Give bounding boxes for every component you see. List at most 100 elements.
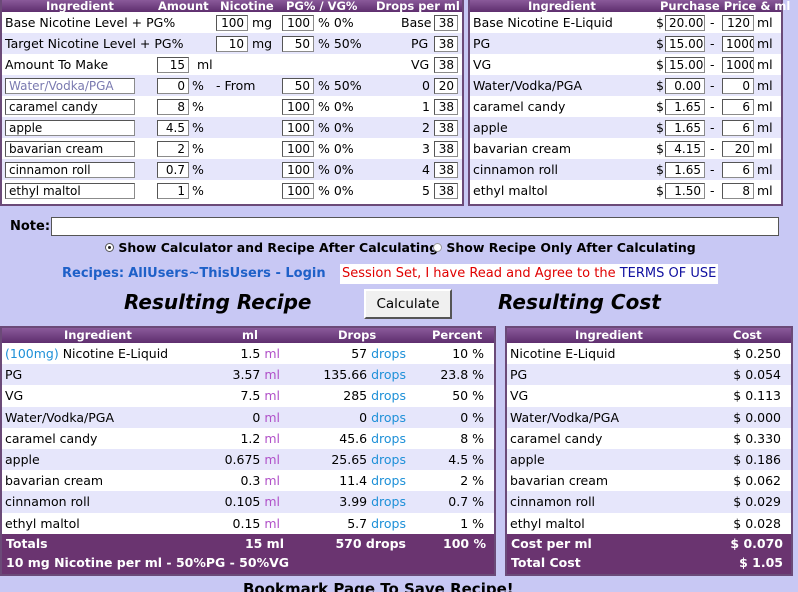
cost-value: $ 0.028 — [733, 515, 781, 531]
ml-unit: ml — [757, 120, 773, 135]
ml-input[interactable]: 120 — [722, 15, 754, 31]
ml-input[interactable]: 20 — [722, 141, 754, 157]
recipe-ingredient-name: ethyl maltol — [5, 515, 80, 531]
flavor-name-input[interactable]: Water/Vodka/PGA — [5, 78, 135, 94]
currency-symbol: $ — [656, 99, 664, 114]
vg-drops-input[interactable]: 38 — [434, 57, 458, 73]
price-input[interactable]: 1.65 — [665, 120, 705, 136]
base-nicotine-row: Base Nicotine Level + PG% 100 mg 100 % 0… — [2, 12, 462, 33]
flavor-amount-input[interactable]: 1 — [157, 183, 189, 199]
base-drops-input[interactable]: 38 — [434, 15, 458, 31]
price-input[interactable]: 1.65 — [665, 99, 705, 115]
price-row: cinnamon roll $1.65-6 ml — [470, 159, 781, 180]
recipe-ingredient: bavarian cream — [5, 473, 103, 488]
recipe-percent: 10 % — [452, 346, 484, 361]
total-cost-label: Total Cost — [511, 555, 581, 570]
recipe-row: caramel candy 1.2 ml 45.6 drops 8 % — [2, 428, 494, 449]
price-input[interactable]: 15.00 — [665, 36, 705, 52]
cost-totals: Cost per ml $ 0.070 Total Cost $ 1.05 — [507, 534, 791, 574]
price-panel: Ingredient Purchase Price & ml Base Nico… — [468, 0, 790, 206]
flavor-pg-input[interactable]: 100 — [282, 120, 314, 136]
recipe-percent: 23.8 % — [440, 367, 484, 383]
flavor-name-input[interactable]: apple — [5, 120, 135, 136]
recipe-drops-unit: drops — [371, 494, 406, 510]
recipe-drops-value: 45.6 — [339, 430, 368, 446]
amount-to-make-input[interactable]: 15 — [157, 57, 189, 73]
base-pg-input[interactable]: 100 — [282, 15, 314, 31]
price-input[interactable]: 20.00 — [665, 15, 705, 31]
price-dash: - — [710, 78, 715, 93]
flavor-pg-input[interactable]: 100 — [282, 183, 314, 199]
ml-input[interactable]: 0 — [722, 78, 754, 94]
cost-ingredient: bavarian cream — [510, 473, 609, 489]
recipe-result-rows: (100mg) Nicotine E-Liquid 1.5 ml 57 drops 1… — [2, 343, 494, 534]
flavor-pg-input[interactable]: 100 — [282, 99, 314, 115]
ml-input[interactable]: 1000 — [722, 57, 754, 73]
ml-input[interactable]: 1000 — [722, 36, 754, 52]
recipe-row: Water/Vodka/PGA 0 ml 0 drops 0 % — [2, 406, 494, 428]
calculator-rows: Base Nicotine Level + PG% 100 mg 100 % 0… — [2, 12, 462, 201]
flavor-drops-input[interactable]: 38 — [434, 120, 458, 136]
recipe-ml-unit: ml — [264, 473, 280, 489]
flavor-name-input[interactable]: caramel candy — [5, 99, 135, 115]
recipe-ml: 1.5 ml — [240, 346, 280, 361]
option-show-both-label: Show Calculator and Recipe After Calcula… — [118, 240, 439, 255]
all-users-link[interactable]: AllUsers — [128, 266, 189, 281]
recipe-totals: Totals 15 ml 570 drops 100 % 10 mg Nicot… — [2, 534, 494, 574]
price-input[interactable]: 4.15 — [665, 141, 705, 157]
option-show-both[interactable]: Show Calculator and Recipe After Calcula… — [105, 240, 438, 255]
base-nicotine-input[interactable]: 100 — [216, 15, 248, 31]
price-input[interactable]: 1.65 — [665, 162, 705, 178]
login-link[interactable]: Login — [285, 266, 326, 281]
price-input[interactable]: 0.00 — [665, 78, 705, 94]
ml-input[interactable]: 8 — [722, 183, 754, 199]
flavor-amount-input[interactable]: 0 — [157, 78, 189, 94]
terms-link[interactable]: TERMS OF USE — [619, 266, 717, 281]
flavor-amount-input[interactable]: 2 — [157, 141, 189, 157]
flavor-amount-input[interactable]: 4.5 — [157, 120, 189, 136]
recipe-drops: 285 drops — [343, 388, 406, 403]
ml-input[interactable]: 6 — [722, 162, 754, 178]
radio-checked-icon[interactable] — [105, 243, 114, 252]
flavor-pg-input[interactable]: 100 — [282, 141, 314, 157]
flavor-pg-input[interactable]: 100 — [282, 162, 314, 178]
pg-drops-input[interactable]: 38 — [434, 36, 458, 52]
recipe-ml-value: 0.675 — [224, 451, 261, 467]
radio-unchecked-icon[interactable] — [433, 243, 442, 252]
option-show-recipe[interactable]: Show Recipe Only After Calculating — [433, 240, 696, 255]
flavor-index: 2 — [422, 120, 430, 135]
session-text: Session Set, I have Read and Agree to th… — [342, 266, 620, 281]
flavor-row-3: bavarian cream 2 % 100 % 0% 3 38 — [2, 138, 462, 159]
calculate-button[interactable]: Calculate — [364, 289, 452, 319]
price-input[interactable]: 15.00 — [665, 57, 705, 73]
flavor-drops-input[interactable]: 38 — [434, 99, 458, 115]
flavor-drops-input[interactable]: 38 — [434, 141, 458, 157]
ml-input[interactable]: 6 — [722, 120, 754, 136]
cost-row: bavarian cream $ 0.062 — [507, 470, 791, 491]
flavor-drops-input[interactable]: 38 — [434, 183, 458, 199]
flavor-amount-input[interactable]: 0.7 — [157, 162, 189, 178]
target-nicotine-row: Target Nicotine Level + PG% 10 mg 50 % 5… — [2, 33, 462, 54]
cost-value: $ 0.000 — [733, 409, 781, 425]
this-users-link[interactable]: ThisUsers — [199, 266, 271, 281]
flavor-name-input[interactable]: ethyl maltol — [5, 183, 135, 199]
price-row: VG $15.00-1000 ml — [470, 54, 781, 75]
flavor-amount-input[interactable]: 8 — [157, 99, 189, 115]
ml-input[interactable]: 6 — [722, 99, 754, 115]
col-ingredient: Ingredient — [528, 0, 596, 13]
price-input[interactable]: 1.50 — [665, 183, 705, 199]
recipe-drops-value: 0 — [359, 409, 368, 425]
target-nicotine-input[interactable]: 10 — [216, 36, 248, 52]
flavor-drops-input[interactable]: 38 — [434, 162, 458, 178]
col-ingredient: Ingredient — [64, 328, 132, 342]
col-drops: Drops — [338, 328, 377, 342]
flavor-pg-input[interactable]: 50 — [282, 78, 314, 94]
flavor-name-input[interactable]: bavarian cream — [5, 141, 135, 157]
note-input[interactable] — [51, 217, 779, 236]
recipe-drops-unit: drops — [371, 367, 406, 383]
cost-value: $ 0.330 — [733, 430, 781, 446]
target-pg-input[interactable]: 50 — [282, 36, 314, 52]
recipes-sep: - — [270, 266, 286, 281]
flavor-name-input[interactable]: cinnamon roll — [5, 162, 135, 178]
flavor-drops-input[interactable]: 20 — [434, 78, 458, 94]
